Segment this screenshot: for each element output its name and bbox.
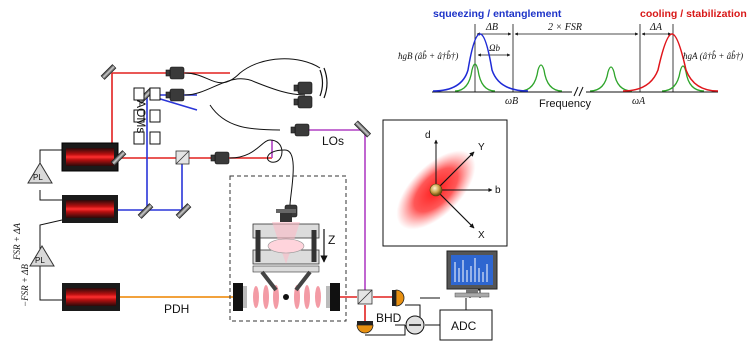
frequency-label: Frequency	[539, 98, 591, 110]
omega-a-axis-label: ωA	[632, 96, 646, 107]
bhd-label: BHD	[376, 311, 402, 325]
pl-top	[27, 162, 53, 184]
coupler-1	[165, 66, 185, 80]
omega-b-axis-label: ωB	[505, 96, 518, 107]
cavity-enclosure	[229, 175, 347, 322]
axis-x-label: X	[478, 230, 485, 241]
header-squeezing: squeezing / entanglement	[433, 8, 562, 20]
header-cooling: cooling / stabilization	[640, 8, 747, 20]
phase-locks: PL PL	[27, 162, 55, 267]
pl-bottom	[29, 245, 55, 267]
coupler-2	[165, 88, 185, 102]
coupler-3	[293, 81, 313, 95]
laser-top	[61, 142, 119, 172]
axis-y-label: Y	[478, 142, 485, 153]
omega-b-small-label: Ωb	[489, 43, 501, 53]
nanoparticle	[283, 294, 289, 300]
pdh-label: PDH	[164, 302, 189, 316]
red-resonance	[622, 33, 719, 92]
subtractor	[405, 315, 425, 335]
axis-d-label: d	[425, 130, 431, 141]
particle-ball	[429, 183, 443, 197]
adc-label: ADC	[451, 319, 477, 333]
spectrum-panel: squeezing / entanglement cooling / stabi…	[398, 8, 747, 110]
levitated-cavity	[233, 209, 340, 311]
standing-wave	[253, 285, 321, 309]
fsr-label: 2 × FSR	[548, 22, 582, 33]
svg-text:PL: PL	[35, 256, 45, 265]
hg-b-label: ħgB (âb̂ + â†b̂†)	[398, 50, 458, 61]
green-resonances	[454, 63, 705, 92]
computer-monitor	[446, 250, 498, 298]
fsr-arrows	[476, 32, 672, 57]
aoms	[133, 87, 161, 145]
coupler-6	[210, 151, 230, 165]
lasers	[61, 142, 120, 311]
fsr-minus-label: −FSR + ΔB	[20, 264, 30, 307]
coupler-5	[290, 123, 310, 137]
spectrum-guides	[474, 24, 674, 92]
svg-text:PL: PL	[33, 173, 43, 182]
hg-a-label: ħgA (â†b̂ + âb̂†)	[683, 50, 743, 61]
photodiodes	[356, 289, 405, 334]
spectrum-axis	[432, 86, 718, 97]
z-label: Z	[328, 233, 335, 247]
los-label: LOs	[322, 134, 344, 148]
beamsplitters	[175, 150, 373, 305]
phase-space-panel: d b Y X	[382, 119, 508, 247]
delta-b-label: ΔB	[485, 22, 498, 33]
delta-a-label: ΔA	[649, 22, 663, 33]
aoms-label: AOMs	[134, 100, 148, 133]
blue-resonance	[432, 33, 529, 92]
fsr-plus-label: FSR + ΔA	[12, 223, 22, 261]
coupler-4	[293, 95, 313, 109]
laser-bottom	[62, 283, 120, 311]
curved-mirror	[319, 67, 328, 99]
axis-b-label: b	[495, 185, 501, 196]
laser-middle	[62, 195, 118, 223]
fiber-couplers	[165, 66, 313, 218]
